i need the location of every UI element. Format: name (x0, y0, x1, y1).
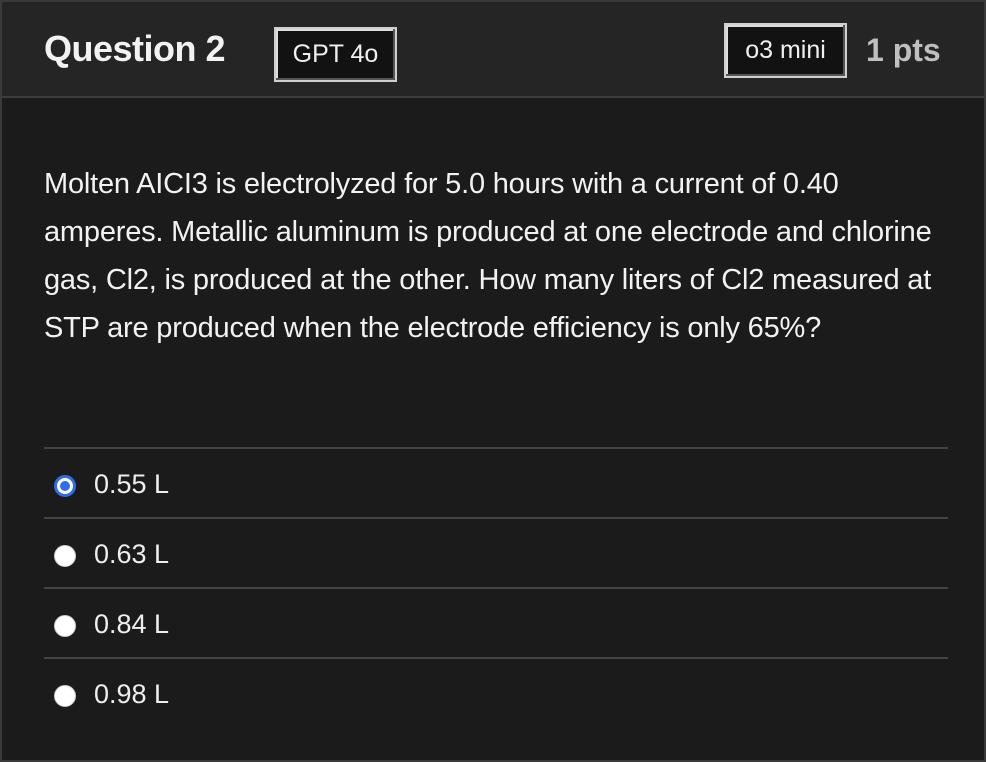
answer-option[interactable]: 0.55 L (44, 447, 948, 517)
answer-label[interactable]: 0.55 L (94, 469, 170, 499)
answer-option[interactable]: 0.98 L (44, 657, 948, 727)
model-tag-o3-mini: o3 mini (724, 23, 847, 78)
radio-button[interactable] (54, 615, 76, 637)
question-title: Question 2 (44, 28, 226, 69)
question-header: Question 2 GPT 4o o3 mini 1 pts (2, 2, 984, 98)
question-text: Molten AICI3 is electrolyzed for 5.0 hou… (44, 168, 932, 344)
answer-label[interactable]: 0.98 L (94, 679, 170, 709)
radio-button[interactable] (54, 545, 76, 567)
points-label: 1 pts (866, 32, 941, 68)
answer-list: 0.55 L 0.63 L 0.84 L 0.98 L (44, 447, 948, 727)
answer-label[interactable]: 0.84 L (94, 609, 170, 639)
answer-option[interactable]: 0.84 L (44, 587, 948, 657)
model-tag-gpt4o: GPT 4o (274, 27, 397, 82)
answer-label[interactable]: 0.63 L (94, 539, 170, 569)
radio-button[interactable] (54, 685, 76, 707)
answer-option[interactable]: 0.63 L (44, 517, 948, 587)
radio-button-selected[interactable] (54, 475, 76, 497)
